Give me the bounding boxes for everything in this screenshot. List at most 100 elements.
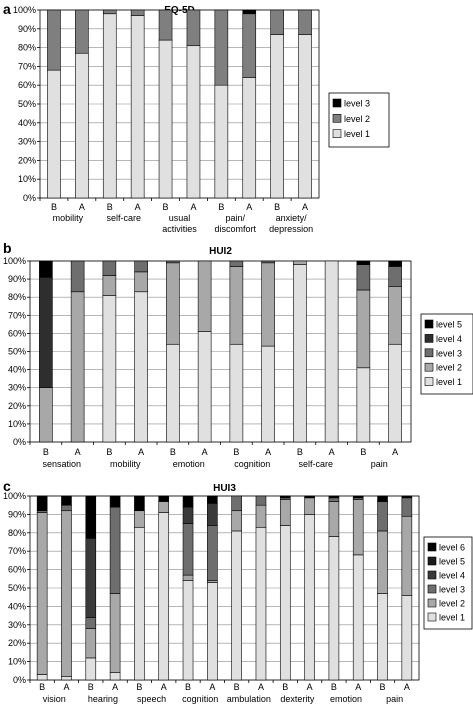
- panel-letter: c: [3, 478, 11, 494]
- bar-segment-level-1: [61, 676, 72, 681]
- category-label: pain: [386, 694, 403, 704]
- y-tick-label: 0%: [13, 437, 26, 447]
- legend-swatch: [424, 334, 434, 343]
- y-tick-label: 20%: [8, 401, 26, 411]
- y-tick-label: 100%: [3, 256, 26, 266]
- category-label: pain: [371, 459, 388, 469]
- legend-swatch: [332, 114, 342, 123]
- bar-segment-level-6: [109, 495, 121, 508]
- bar-segment-level-3: [61, 504, 72, 512]
- bar-segment-level-6: [134, 495, 145, 512]
- panel-letter: b: [3, 240, 12, 256]
- bar-segment-level-1: [36, 674, 48, 681]
- bar-label: B: [282, 682, 288, 692]
- y-tick-label: 80%: [18, 43, 36, 53]
- bar-label: A: [135, 202, 141, 212]
- bar-segment-level-2: [214, 9, 229, 86]
- bar-segment-level-2: [158, 9, 173, 41]
- category-label: emotion: [330, 694, 362, 704]
- bar-segment-level-3: [207, 525, 218, 581]
- category-label: vision: [43, 694, 66, 704]
- bar-label: A: [202, 447, 208, 457]
- bar-segment-level-2: [261, 262, 275, 347]
- bar-label: B: [233, 447, 239, 457]
- category-label: hearing: [88, 694, 118, 704]
- bar-segment-level-1: [388, 343, 402, 443]
- bar-segment-level-2: [279, 499, 291, 526]
- legend-entry: level 1: [344, 129, 370, 139]
- category-label: anxiety/depression: [269, 213, 313, 234]
- bar-segment-level-1: [102, 295, 117, 443]
- legend-entry: level 1: [436, 377, 462, 387]
- bar-label: A: [138, 447, 144, 457]
- chart-panel-a: a EQ-5D 0% 10% 20% 30% 40% 50% 60% 70% 80% 90% 100% B…: [3, 1, 390, 234]
- legend-swatch: [424, 362, 434, 372]
- category-label: cognition: [182, 694, 218, 704]
- legend-swatch: [424, 348, 434, 358]
- y-tick-label: 100%: [3, 491, 26, 501]
- bar-label: B: [185, 682, 191, 692]
- legend-entry: level 2: [436, 363, 462, 373]
- bar-segment-level-6: [207, 495, 218, 504]
- bar-segment-level-4: [39, 276, 53, 389]
- chart-title: HUI2: [209, 246, 232, 257]
- bar-segment-level-1: [166, 343, 180, 443]
- legend-entry: level 2: [439, 599, 465, 609]
- bar-label: B: [274, 202, 280, 212]
- y-tick-label: 40%: [18, 118, 36, 128]
- legend-entry: level 6: [439, 543, 465, 553]
- bar-segment-level-1: [356, 367, 371, 443]
- bar-segment-level-1: [182, 580, 194, 681]
- bar-segment-level-2: [242, 13, 257, 78]
- category-label: emotion: [173, 459, 205, 469]
- y-tick-label: 70%: [8, 310, 26, 320]
- bar-segment-level-2: [39, 387, 53, 443]
- legend-entry: level 4: [436, 334, 462, 344]
- category-label: pain/discomfort: [215, 213, 257, 234]
- legend-swatch: [424, 377, 434, 386]
- bar-label: A: [302, 202, 308, 212]
- y-tick-label: 20%: [18, 155, 36, 165]
- bar-segment-level-1: [134, 291, 148, 443]
- chart-panel-c: c HUI3 0% 10% 20% 30% 40% 50% 60% 70% 80% 90% 100% B A…: [3, 478, 473, 704]
- bar-segment-level-1: [47, 69, 61, 199]
- category-label: mobility: [53, 213, 84, 223]
- bar-segment-level-2: [231, 510, 242, 532]
- bar-segment-level-2: [356, 289, 371, 369]
- bar-segment-level-1: [293, 264, 307, 443]
- bar-segment-level-6: [36, 495, 48, 512]
- bar-segment-level-2: [130, 9, 145, 16]
- bar-label: B: [380, 682, 386, 692]
- bar-segment-level-3: [328, 497, 340, 502]
- bar-segment-level-2: [47, 9, 61, 71]
- y-tick-label: 30%: [8, 620, 26, 630]
- bar-segment-level-2: [85, 628, 97, 659]
- y-tick-label: 50%: [8, 583, 26, 593]
- bar-segment-level-6: [182, 495, 194, 508]
- category-label: self-care: [298, 459, 333, 469]
- bar-segment-level-6: [377, 495, 388, 502]
- bar-segment-level-1: [75, 52, 89, 199]
- bar-segment-level-1: [401, 595, 413, 681]
- bar-segment-level-3: [166, 260, 180, 264]
- bar-segment-level-1: [298, 34, 312, 199]
- bar-segment-level-2: [134, 510, 145, 528]
- bar-label: A: [209, 682, 215, 692]
- bar-segment-level-6: [279, 495, 291, 499]
- legend-swatch: [427, 570, 437, 580]
- y-tick-label: 50%: [8, 347, 26, 357]
- bar-segment-level-3: [134, 260, 148, 273]
- legend-entry: level 3: [436, 348, 462, 358]
- bar-segment-level-1: [328, 536, 340, 681]
- bar-segment-level-3: [377, 501, 388, 532]
- legend-swatch: [427, 542, 437, 552]
- y-tick-label: 40%: [8, 601, 26, 611]
- bar-label: A: [63, 682, 69, 692]
- bar-segment-level-3: [182, 523, 194, 576]
- y-tick-label: 40%: [8, 365, 26, 375]
- bar-segment-level-1: [109, 672, 121, 681]
- y-tick-label: 60%: [8, 565, 26, 575]
- y-tick-label: 60%: [18, 80, 36, 90]
- bar-segment-level-2: [255, 504, 267, 528]
